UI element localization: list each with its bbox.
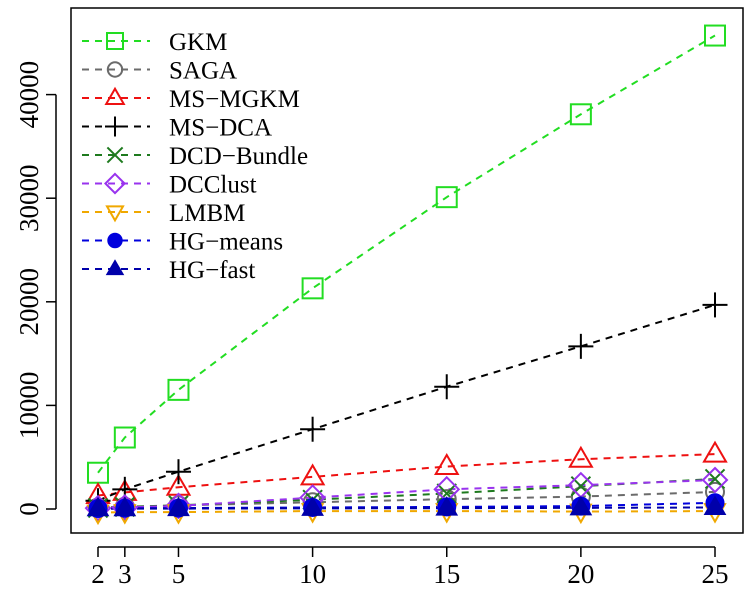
- legend-entry: LMBM: [82, 200, 245, 227]
- x-stroke: [436, 483, 457, 504]
- data-point-triangle: [702, 440, 728, 463]
- data-point-square: [435, 186, 458, 209]
- data-point-square: [569, 103, 592, 126]
- data-point-diamond: [701, 466, 729, 494]
- data-point-plus: [568, 333, 594, 359]
- data-point-plus: [434, 374, 460, 400]
- x-tick-label: 5: [172, 559, 186, 589]
- axes: 0 10000 20000 30000 40000 2 3 5 10 15 20 25: [14, 61, 729, 589]
- legend-label: DCD−Bundle: [169, 143, 308, 170]
- legend-entry: MS−DCA: [82, 115, 272, 142]
- data-point-triangle: [434, 453, 460, 476]
- data-point-triangle: [301, 496, 324, 516]
- y-tick-label: 10000: [14, 372, 44, 440]
- legend-label: GKM: [169, 29, 227, 56]
- data-point-triangle: [167, 496, 190, 517]
- x-tick-label: 10: [299, 559, 326, 589]
- x-tick-label: 20: [567, 559, 594, 589]
- y-tick-label: 20000: [14, 268, 44, 336]
- plot-frame: [70, 7, 744, 534]
- legend: GKMSAGAMS−MGKMMS−DCADCD−BundleDCClustLMB…: [82, 29, 308, 284]
- legend-label: DCClust: [169, 172, 257, 199]
- y-tick-label: 30000: [14, 164, 44, 232]
- data-point-triangle: [703, 495, 727, 515]
- data-point-square: [113, 426, 136, 449]
- series-lines: [84, 24, 729, 526]
- legend-label: HG−fast: [169, 257, 255, 284]
- data-point-plus: [165, 459, 191, 485]
- series-markers-2: [85, 440, 728, 505]
- data-point-square: [167, 378, 190, 401]
- series-line: [97, 453, 716, 497]
- data-point-circle: [107, 232, 123, 249]
- legend-entry: HG−means: [82, 229, 283, 256]
- data-point-triangle: [435, 496, 459, 516]
- data-point-diamond: [103, 172, 127, 195]
- y-tick-label: 40000: [14, 61, 44, 129]
- legend-entry: GKM: [82, 29, 227, 56]
- legend-label: LMBM: [169, 200, 245, 227]
- legend-entry: SAGA: [82, 58, 237, 85]
- data-point-triangle: [568, 445, 594, 468]
- data-point-diamond: [165, 492, 192, 520]
- data-point-triangle: [86, 496, 110, 517]
- data-point-plus: [702, 292, 728, 318]
- x-tick-label: 15: [433, 559, 460, 589]
- data-point-circle: [106, 61, 124, 78]
- data-point-triangle: [299, 463, 326, 486]
- series-6: [97, 510, 716, 514]
- data-point-square: [301, 277, 324, 300]
- data-point-square: [704, 24, 726, 47]
- y-tick-label: 0: [14, 502, 44, 516]
- x-tick-label: 3: [118, 559, 132, 589]
- legend-label: MS−DCA: [169, 115, 272, 142]
- legend-label: MS−MGKM: [169, 86, 300, 113]
- x-tick-label: 2: [91, 559, 105, 589]
- series-0: [97, 34, 716, 474]
- legend-label: HG−means: [169, 229, 283, 256]
- data-point-triangle: [113, 496, 137, 517]
- data-point-plus: [105, 116, 125, 137]
- series-markers-8: [86, 495, 727, 517]
- data-point-triangle-down: [105, 205, 125, 223]
- series-line: [97, 510, 716, 514]
- series-8: [97, 506, 716, 510]
- data-point-triangle: [104, 86, 126, 105]
- legend-label: SAGA: [169, 58, 237, 85]
- legend-entry: HG−fast: [82, 257, 255, 284]
- data-point-square: [106, 32, 124, 50]
- legend-entry: DCClust: [82, 172, 257, 199]
- data-point-x: [106, 146, 124, 164]
- data-point-triangle: [105, 259, 125, 276]
- legend-entry: DCD−Bundle: [82, 143, 308, 170]
- series-line: [97, 506, 716, 510]
- data-point-triangle: [569, 495, 593, 516]
- x-stroke: [106, 146, 124, 164]
- x-tick-label: 25: [702, 559, 729, 589]
- data-point-plus: [300, 416, 326, 442]
- series-2: [97, 453, 716, 497]
- data-point-x: [436, 483, 457, 504]
- series-line: [97, 34, 716, 474]
- legend-entry: MS−MGKM: [82, 86, 300, 113]
